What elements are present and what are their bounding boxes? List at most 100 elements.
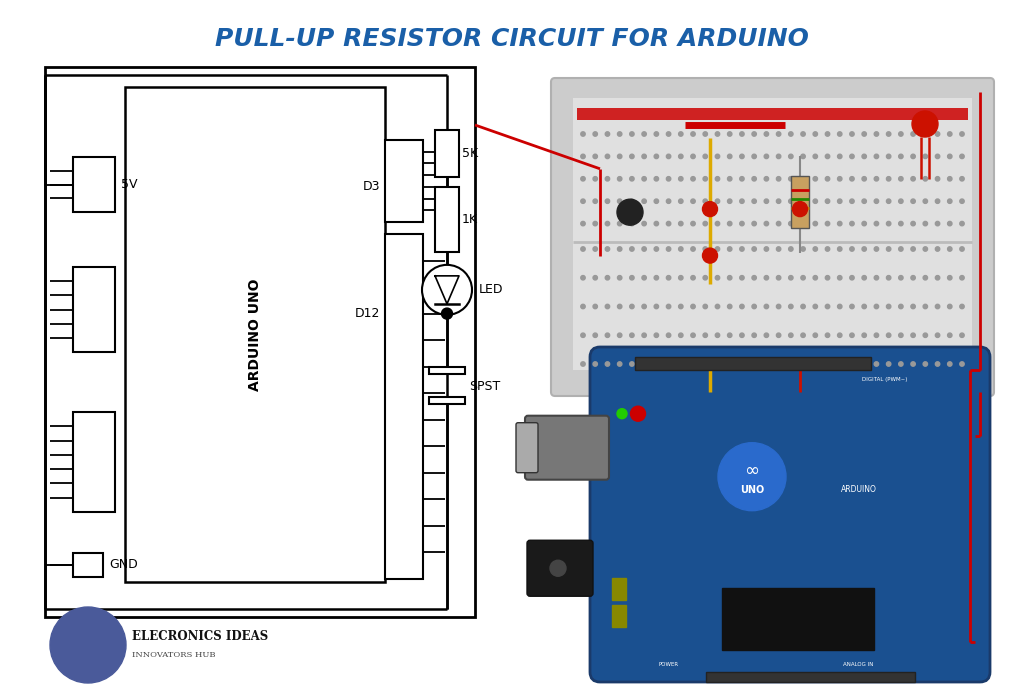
Circle shape	[776, 222, 781, 226]
Circle shape	[581, 132, 585, 136]
Circle shape	[935, 275, 940, 280]
Bar	[385, 234, 423, 579]
Circle shape	[727, 176, 732, 181]
Circle shape	[605, 176, 609, 181]
Circle shape	[617, 333, 622, 337]
Circle shape	[862, 176, 866, 181]
Circle shape	[630, 132, 634, 136]
Circle shape	[935, 222, 940, 226]
Circle shape	[617, 222, 622, 226]
Circle shape	[727, 305, 732, 309]
Circle shape	[679, 222, 683, 226]
Circle shape	[947, 275, 952, 280]
Circle shape	[862, 222, 866, 226]
Circle shape	[593, 132, 597, 136]
Circle shape	[899, 154, 903, 159]
Circle shape	[630, 176, 634, 181]
Circle shape	[874, 362, 879, 366]
Circle shape	[593, 222, 597, 226]
FancyBboxPatch shape	[551, 78, 994, 396]
Circle shape	[887, 199, 891, 204]
Circle shape	[593, 199, 597, 204]
Circle shape	[679, 176, 683, 181]
Circle shape	[899, 222, 903, 226]
Text: ∞: ∞	[744, 461, 760, 480]
Circle shape	[923, 176, 928, 181]
Circle shape	[959, 305, 965, 309]
Circle shape	[887, 275, 891, 280]
Circle shape	[422, 265, 472, 315]
Circle shape	[874, 132, 879, 136]
Circle shape	[667, 305, 671, 309]
Circle shape	[739, 305, 744, 309]
Circle shape	[850, 247, 854, 251]
Circle shape	[667, 132, 671, 136]
Circle shape	[764, 222, 769, 226]
Circle shape	[801, 199, 805, 204]
Circle shape	[703, 132, 708, 136]
Circle shape	[862, 247, 866, 251]
Circle shape	[642, 305, 646, 309]
Circle shape	[593, 247, 597, 251]
Circle shape	[605, 333, 609, 337]
Bar	[73, 157, 115, 212]
Circle shape	[911, 333, 915, 337]
Circle shape	[642, 176, 646, 181]
Circle shape	[593, 154, 597, 159]
Circle shape	[702, 248, 718, 263]
Circle shape	[825, 154, 829, 159]
Circle shape	[654, 176, 658, 181]
Circle shape	[935, 176, 940, 181]
Text: 5K: 5K	[462, 147, 478, 160]
Circle shape	[850, 176, 854, 181]
Circle shape	[923, 247, 928, 251]
Circle shape	[593, 362, 597, 366]
Circle shape	[605, 222, 609, 226]
Bar	[612, 578, 626, 600]
Circle shape	[911, 275, 915, 280]
Circle shape	[642, 199, 646, 204]
Circle shape	[959, 132, 965, 136]
Circle shape	[935, 199, 940, 204]
Circle shape	[813, 362, 817, 366]
Circle shape	[703, 154, 708, 159]
Circle shape	[739, 362, 744, 366]
Circle shape	[617, 132, 622, 136]
Circle shape	[911, 154, 915, 159]
Bar	[612, 605, 626, 627]
Circle shape	[825, 132, 829, 136]
Circle shape	[899, 247, 903, 251]
Circle shape	[667, 333, 671, 337]
Circle shape	[50, 607, 126, 683]
Circle shape	[691, 154, 695, 159]
Circle shape	[923, 132, 928, 136]
Circle shape	[593, 275, 597, 280]
Circle shape	[874, 222, 879, 226]
Circle shape	[923, 199, 928, 204]
Circle shape	[642, 362, 646, 366]
Circle shape	[764, 176, 769, 181]
Circle shape	[825, 222, 829, 226]
Text: ARDUINO UNO: ARDUINO UNO	[248, 278, 262, 391]
Circle shape	[801, 275, 805, 280]
Bar	[125, 87, 385, 582]
Circle shape	[654, 132, 658, 136]
Circle shape	[679, 199, 683, 204]
Circle shape	[642, 333, 646, 337]
Circle shape	[642, 222, 646, 226]
Circle shape	[581, 333, 585, 337]
Circle shape	[691, 199, 695, 204]
Circle shape	[581, 275, 585, 280]
Circle shape	[959, 199, 965, 204]
Circle shape	[825, 199, 829, 204]
Circle shape	[874, 305, 879, 309]
Text: UNO: UNO	[740, 484, 764, 495]
Circle shape	[716, 333, 720, 337]
Circle shape	[691, 305, 695, 309]
Bar	[429, 397, 465, 404]
Circle shape	[716, 176, 720, 181]
Text: SPST: SPST	[469, 380, 501, 392]
Circle shape	[899, 362, 903, 366]
Circle shape	[838, 154, 842, 159]
Circle shape	[667, 222, 671, 226]
